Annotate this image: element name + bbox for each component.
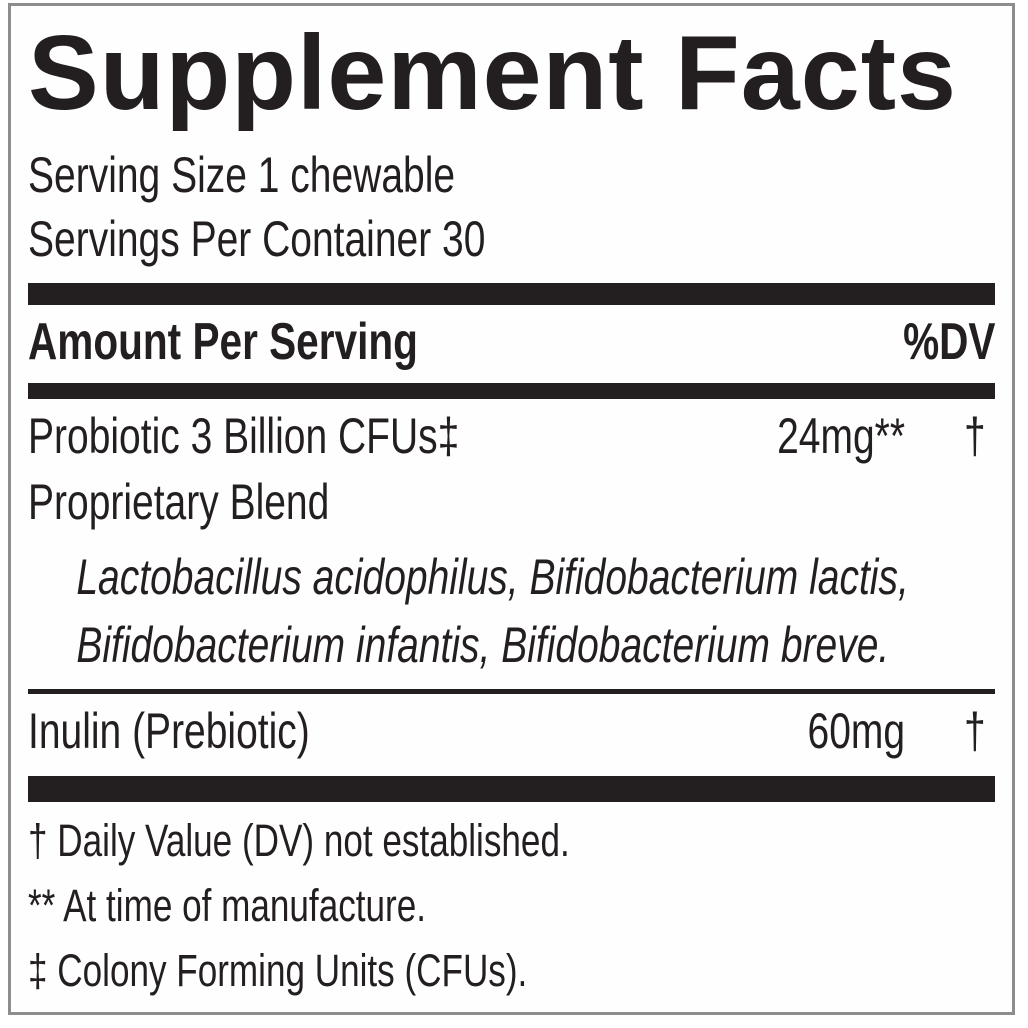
ingredient-row-proprietary-blend: Proprietary Blend	[28, 473, 995, 531]
amount-per-serving-header: Amount Per Serving	[28, 312, 418, 371]
inulin-amount: 60mg	[807, 702, 905, 759]
inulin-name: Inulin (Prebiotic)	[28, 702, 310, 759]
footnote-daily-value: † Daily Value (DV) not established.	[28, 814, 570, 866]
footnote-manufacture: ** At time of manufacture.	[28, 879, 426, 931]
divider-bar-bottom	[28, 775, 995, 802]
blend-line-1: Lactobacillus acidophilus, Bifidobacteri…	[76, 548, 909, 605]
footnote-cfu: ‡ Colony Forming Units (CFUs).	[28, 944, 528, 996]
divider-rule-thin	[28, 688, 995, 694]
ingredient-row-inulin: Inulin (Prebiotic) 60mg †	[28, 702, 995, 760]
probiotic-dv-dagger: †	[963, 407, 986, 464]
ingredient-row-probiotic: Probiotic 3 Billion CFUs‡ 24mg** †	[28, 407, 995, 465]
divider-bar-top	[28, 282, 995, 305]
amount-header-row: Amount Per Serving %DV	[28, 313, 995, 371]
blend-line-2: Bifidobacterium infantis, Bifidobacteriu…	[76, 616, 890, 673]
divider-bar-header	[28, 382, 995, 399]
proprietary-blend-label: Proprietary Blend	[28, 473, 330, 530]
servings-per-container-text: Servings Per Container 30	[28, 210, 486, 267]
supplement-facts-panel: Supplement Facts Serving Size 1 chewable…	[8, 3, 1015, 1015]
blend-ingredients-list: Lactobacillus acidophilus, Bifidobacteri…	[28, 543, 909, 679]
inulin-dv-dagger: †	[963, 702, 986, 759]
probiotic-name: Probiotic 3 Billion CFUs‡	[28, 407, 460, 464]
panel-title: Supplement Facts	[28, 14, 957, 132]
probiotic-amount: 24mg**	[777, 407, 905, 464]
serving-size-text: Serving Size 1 chewable	[28, 146, 456, 203]
percent-dv-header: %DV	[902, 312, 995, 371]
